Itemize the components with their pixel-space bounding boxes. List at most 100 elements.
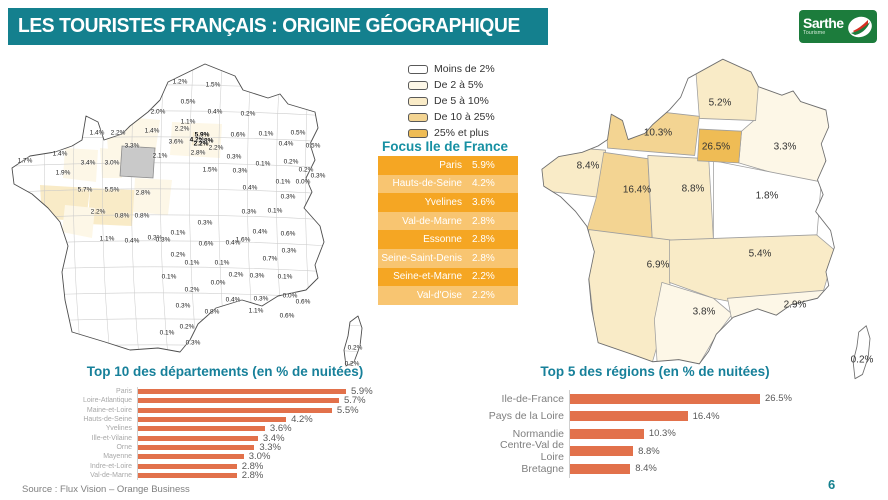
focus-table-row: Seine-Saint-Denis 2.8% xyxy=(378,248,518,268)
department-percent-label: 0.3% xyxy=(147,234,163,242)
focus-row-value: 2.2% xyxy=(472,271,495,283)
focus-row-value: 3.6% xyxy=(472,196,495,208)
chart-bar-track xyxy=(137,433,258,443)
chart-value-label: 8.4% xyxy=(635,463,657,475)
department-percent-label: 0.5% xyxy=(180,98,196,106)
focus-row-label: Yvelines xyxy=(424,196,462,208)
focus-row-label: Seine-et-Marne xyxy=(393,271,462,283)
chart-bar xyxy=(138,454,244,460)
department-percent-label: 0.2% xyxy=(344,360,360,368)
chart-bar xyxy=(570,446,634,457)
region-percent-label: 2.9% xyxy=(783,299,807,311)
chart-category-label: Normandie xyxy=(512,427,564,440)
department-percent-label: 0.4% xyxy=(242,184,258,192)
chart-value-label: 3.6% xyxy=(269,423,292,435)
department-percent-label: 0.2% xyxy=(228,271,244,279)
department-percent-label: 0.3% xyxy=(232,167,248,175)
department-percent-label: 0.3% xyxy=(197,219,213,227)
chart-value-label: 8.8% xyxy=(638,445,660,457)
department-percent-label: 0.8% xyxy=(114,212,130,220)
department-percent-label: 0.1% xyxy=(255,160,271,168)
chart-bar-track xyxy=(137,414,287,425)
department-percent-label: 0.6% xyxy=(198,240,214,248)
legend-label: De 5 à 10% xyxy=(434,95,489,107)
chart-row: Loire-Atlantique 5.7% xyxy=(10,395,440,406)
legend-swatch xyxy=(408,128,428,138)
idf-cluster-label: 2.8% xyxy=(198,137,214,145)
focus-row-value: 2.8% xyxy=(472,215,495,227)
department-percent-label: 1.5% xyxy=(205,81,221,89)
focus-row-value: 5.9% xyxy=(472,159,495,171)
focus-row-label: Paris xyxy=(439,159,462,171)
legend-item: De 10 à 25% xyxy=(408,110,495,124)
regions-bar-chart: Ile-de-France 26.5% Pays de la Loire 16.4% N… xyxy=(486,390,886,478)
department-percent-label: 2.2% xyxy=(174,125,190,133)
chart-bar xyxy=(138,472,237,478)
department-percent-label: 0.1% xyxy=(184,259,200,267)
chart-row: Mayenne 3.0% xyxy=(10,451,440,462)
department-percent-label: 0.4% xyxy=(225,239,241,247)
region-percent-label: 0.2% xyxy=(850,354,874,366)
department-percent-label: 0.8% xyxy=(134,212,150,220)
chart-value-label: 16.4% xyxy=(692,410,720,422)
chart-category-label: Paris xyxy=(116,388,132,396)
focus-row-label: Seine-Saint-Denis xyxy=(381,252,462,264)
department-percent-label: 1.1% xyxy=(248,307,264,315)
chart-value-label: 4.2% xyxy=(291,414,313,426)
department-percent-label: 1.7% xyxy=(17,157,33,165)
chart-value-label: 10.3% xyxy=(648,428,676,440)
department-percent-label: 0.3% xyxy=(155,236,171,244)
legend-swatch xyxy=(408,64,428,74)
department-percent-label: 0.0% xyxy=(210,279,226,287)
chart-category-label: Centre-Val de Loire xyxy=(499,439,564,464)
chart-bar-track xyxy=(137,387,346,397)
chart-value-label: 2.8% xyxy=(241,469,264,481)
focus-row-label: Hauts-de-Seine xyxy=(392,178,462,190)
focus-table-row: Paris 5.9% xyxy=(378,156,518,175)
regions-map-svg xyxy=(541,58,871,380)
chart-bar xyxy=(570,463,631,474)
legend-label: De 10 à 25% xyxy=(434,111,495,123)
legend-item: Moins de 2% xyxy=(408,62,495,76)
department-percent-label: 0.2% xyxy=(179,323,195,331)
focus-ile-de-france-table: Paris 5.9% Hauts-de-Seine 4.2% Yvelines 3.6% V… xyxy=(378,156,518,305)
department-percent-label: 3.0% xyxy=(104,159,120,167)
chart-category-label: Val-de-Marne xyxy=(90,471,132,479)
chart-value-label: 3.4% xyxy=(262,432,285,444)
chart-row: Orne 3.3% xyxy=(10,442,440,453)
chart-category-label: Pays de la Loire xyxy=(488,410,564,423)
chart-category-label: Yvelines xyxy=(105,425,132,433)
chart-bar-track xyxy=(569,390,760,408)
sarthe-tourisme-logo: Sarthe Tourisme xyxy=(799,10,877,43)
chart-bar xyxy=(570,411,688,422)
chart-category-label: Maine-et-Loire xyxy=(86,406,132,414)
department-percent-label: 2.8% xyxy=(190,149,206,157)
focus-row-label: Essonne xyxy=(423,234,462,246)
department-percent-label: 0.2% xyxy=(298,166,314,174)
departments-chart-title: Top 10 des départements (en % de nuitées… xyxy=(86,364,364,379)
chart-bar xyxy=(138,398,339,404)
focus-row-value: 2.8% xyxy=(472,252,495,264)
chart-category-label: Mayenne xyxy=(103,453,132,461)
chart-category-label: Indre-et-Loire xyxy=(89,462,132,470)
department-percent-label: 0.2% xyxy=(347,344,363,352)
legend-item: De 2 à 5% xyxy=(408,78,495,92)
source-text: Source : Flux Vision – Orange Business xyxy=(22,484,190,495)
chart-row: Paris 5.9% xyxy=(10,386,440,397)
chart-bar-track xyxy=(569,425,644,443)
chart-bar xyxy=(570,393,760,404)
chart-category-label: Loire-Atlantique xyxy=(82,397,132,405)
chart-bar xyxy=(138,463,237,469)
idf-cluster-label: 2.2% xyxy=(193,140,209,148)
departments-map: 1.2% 1.5% 0.5% 2.0% 0.4% 0.2% 1.1% 0.6% 0.1% 0.5%… xyxy=(10,60,378,372)
chart-category-label: Ile-de-France xyxy=(501,392,564,405)
legend-item: De 5 à 10% xyxy=(408,94,495,108)
department-percent-label: 0.4% xyxy=(124,237,140,245)
region-percent-label: 8.8% xyxy=(681,183,705,195)
department-percent-label: 0.4% xyxy=(252,228,268,236)
chart-row: Indre-et-Loire 2.8% xyxy=(10,461,440,472)
department-percent-label: 0.6% xyxy=(280,230,296,238)
department-percent-label: 0.3% xyxy=(185,339,201,347)
chart-bar-track xyxy=(569,460,631,478)
